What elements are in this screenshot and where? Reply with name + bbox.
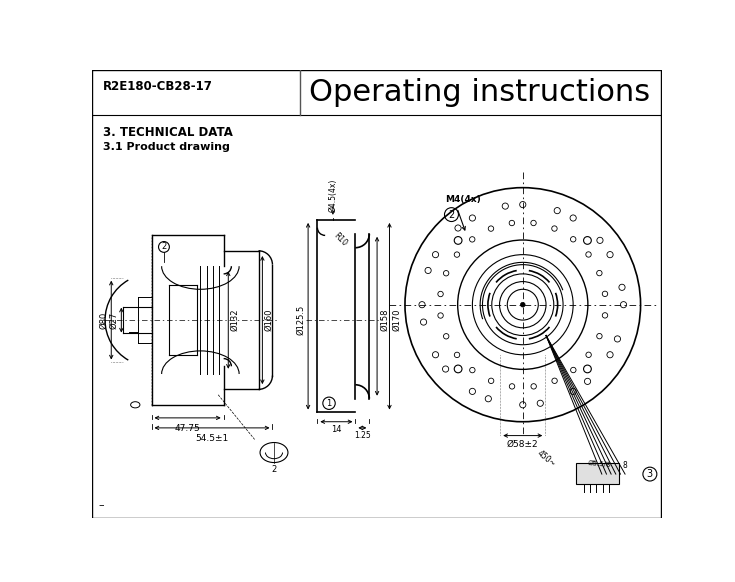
Text: 3: 3 — [647, 469, 653, 479]
Text: 8: 8 — [623, 461, 628, 470]
Text: –: – — [98, 500, 104, 510]
Text: 1.25: 1.25 — [354, 431, 370, 440]
Text: 47.75: 47.75 — [174, 424, 200, 433]
Text: R10: R10 — [331, 232, 348, 249]
Text: 2: 2 — [271, 465, 276, 474]
Text: Ø160: Ø160 — [265, 309, 273, 331]
Text: 1: 1 — [326, 399, 331, 408]
Text: Ø158: Ø158 — [380, 309, 389, 331]
Text: 14: 14 — [331, 425, 342, 434]
Text: 450~: 450~ — [535, 449, 557, 469]
Text: Ø80: Ø80 — [99, 311, 108, 329]
Text: 2: 2 — [448, 210, 455, 219]
Text: Ø4.5(4x): Ø4.5(4x) — [329, 179, 337, 212]
Text: 2: 2 — [161, 243, 167, 251]
Text: R2E180-CB28-17: R2E180-CB28-17 — [103, 80, 212, 93]
FancyBboxPatch shape — [576, 463, 619, 484]
Text: 54.5±1: 54.5±1 — [196, 434, 229, 443]
Text: Ø170: Ø170 — [392, 309, 401, 331]
Circle shape — [520, 303, 525, 307]
Text: M4(4x): M4(4x) — [445, 195, 481, 204]
Text: Ø5.5/8: Ø5.5/8 — [588, 460, 612, 468]
Text: Ø27: Ø27 — [110, 311, 118, 329]
Text: Ø58±2: Ø58±2 — [507, 439, 539, 449]
Text: 3. TECHNICAL DATA: 3. TECHNICAL DATA — [103, 126, 232, 140]
Text: Ø125.5: Ø125.5 — [296, 305, 305, 335]
Text: Ø132: Ø132 — [231, 309, 240, 331]
Text: 3.1 Product drawing: 3.1 Product drawing — [103, 142, 229, 152]
Text: Operating instructions: Operating instructions — [309, 79, 650, 108]
